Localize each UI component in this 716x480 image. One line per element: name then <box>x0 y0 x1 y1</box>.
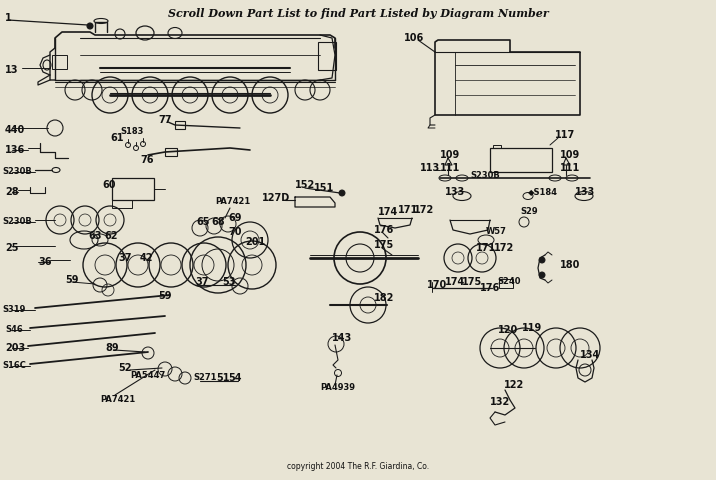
Text: 59: 59 <box>158 291 172 301</box>
Text: 70: 70 <box>228 227 241 237</box>
Text: 175: 175 <box>462 277 483 287</box>
Text: S29: S29 <box>520 207 538 216</box>
Text: 136: 136 <box>5 145 25 155</box>
Text: 182: 182 <box>374 293 395 303</box>
Bar <box>318 42 336 70</box>
Text: 171: 171 <box>398 205 418 215</box>
Text: 133: 133 <box>575 187 595 197</box>
Text: 89: 89 <box>105 343 119 353</box>
Text: 132: 132 <box>490 397 511 407</box>
Circle shape <box>539 257 545 263</box>
Text: 36: 36 <box>38 257 52 267</box>
Text: 61: 61 <box>110 133 123 143</box>
Bar <box>112 200 132 208</box>
Text: S240: S240 <box>497 277 521 287</box>
Text: 119: 119 <box>522 323 542 333</box>
Text: 28: 28 <box>5 187 19 197</box>
Text: 203: 203 <box>5 343 25 353</box>
Text: 176: 176 <box>480 283 500 293</box>
Bar <box>490 148 552 172</box>
Text: 133: 133 <box>445 187 465 197</box>
Text: 106: 106 <box>404 33 425 43</box>
Text: 113: 113 <box>420 163 440 173</box>
Text: 25: 25 <box>5 243 19 253</box>
Text: S16C: S16C <box>2 361 26 371</box>
Text: 37: 37 <box>118 253 132 263</box>
Text: 68: 68 <box>211 217 225 227</box>
Text: S271: S271 <box>193 373 216 383</box>
Text: 53: 53 <box>222 277 236 287</box>
Text: 117: 117 <box>555 130 575 140</box>
Text: 180: 180 <box>560 260 581 270</box>
Text: 62: 62 <box>104 231 117 241</box>
Text: 76: 76 <box>140 155 153 165</box>
Text: 176: 176 <box>374 225 395 235</box>
Bar <box>499 279 513 288</box>
Text: 127D: 127D <box>262 193 290 203</box>
Text: S230B: S230B <box>2 168 32 177</box>
Text: S46: S46 <box>5 325 23 335</box>
Text: 172: 172 <box>494 243 514 253</box>
Text: 69: 69 <box>228 213 241 223</box>
Text: 109: 109 <box>560 150 580 160</box>
Text: 120: 120 <box>498 325 518 335</box>
Text: 122: 122 <box>504 380 524 390</box>
Text: 54: 54 <box>228 373 241 383</box>
Bar <box>112 178 154 200</box>
Text: 63: 63 <box>88 231 102 241</box>
Text: 52: 52 <box>118 363 132 373</box>
Circle shape <box>539 272 545 278</box>
Text: 51: 51 <box>216 373 230 383</box>
Text: 143: 143 <box>332 333 352 343</box>
Text: 111: 111 <box>560 163 580 173</box>
Text: Scroll Down Part List to find Part Listed by Diagram Number: Scroll Down Part List to find Part Liste… <box>168 8 548 19</box>
Text: 134: 134 <box>580 350 600 360</box>
Text: 109: 109 <box>440 150 460 160</box>
Text: 440: 440 <box>5 125 25 135</box>
Text: 60: 60 <box>102 180 115 190</box>
Bar <box>52 55 67 69</box>
Text: 171: 171 <box>476 243 496 253</box>
Text: PA7421: PA7421 <box>100 396 135 405</box>
Text: 59: 59 <box>65 275 79 285</box>
Bar <box>175 121 185 129</box>
Circle shape <box>339 190 345 196</box>
Text: 170: 170 <box>427 280 448 290</box>
Text: 65: 65 <box>196 217 210 227</box>
Text: 37: 37 <box>195 277 208 287</box>
Circle shape <box>87 23 93 29</box>
Text: ◆S184: ◆S184 <box>528 188 558 196</box>
Text: 172: 172 <box>414 205 434 215</box>
Bar <box>493 145 501 148</box>
Text: PA4939: PA4939 <box>320 384 355 393</box>
Text: 111: 111 <box>440 163 460 173</box>
Text: 77: 77 <box>158 115 172 125</box>
Text: 152: 152 <box>295 180 315 190</box>
Text: 1: 1 <box>5 13 11 23</box>
Text: PA5447: PA5447 <box>130 371 165 380</box>
Text: S230B: S230B <box>2 217 32 227</box>
Text: 13: 13 <box>5 65 19 75</box>
Text: S183: S183 <box>120 128 143 136</box>
Text: 174: 174 <box>445 277 465 287</box>
Text: W57: W57 <box>486 228 507 237</box>
Text: PA7421: PA7421 <box>215 197 251 206</box>
Text: S319: S319 <box>2 305 25 314</box>
Text: 151: 151 <box>314 183 334 193</box>
Bar <box>165 148 177 156</box>
Text: S230B: S230B <box>470 170 500 180</box>
Text: 174: 174 <box>378 207 398 217</box>
Text: copyright 2004 The R.F. Giardina, Co.: copyright 2004 The R.F. Giardina, Co. <box>287 462 429 471</box>
Text: 42: 42 <box>140 253 153 263</box>
Text: 175: 175 <box>374 240 395 250</box>
Text: 201: 201 <box>245 237 265 247</box>
